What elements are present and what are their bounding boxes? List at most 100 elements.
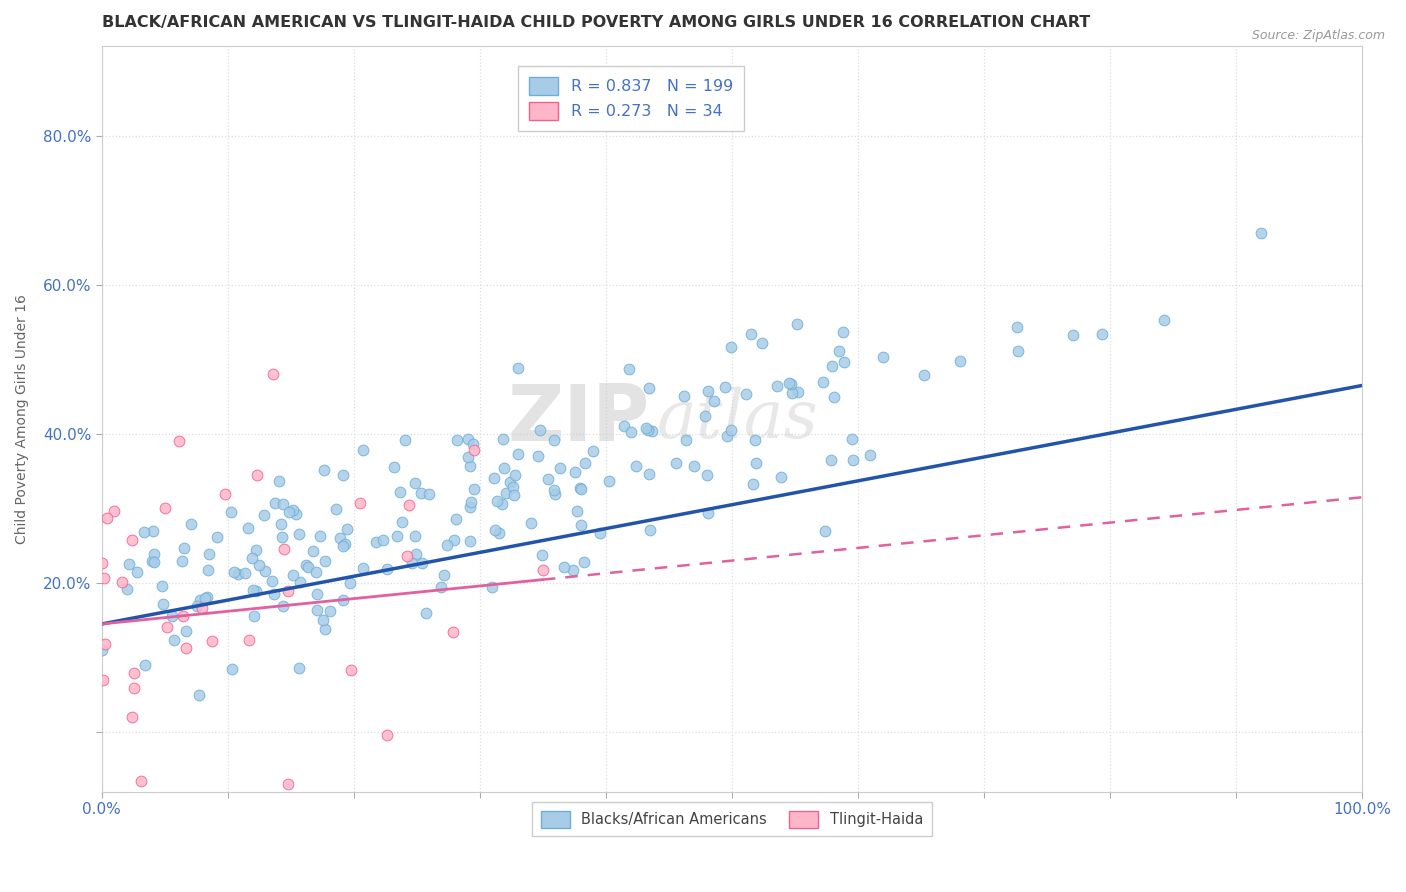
- Point: [491, 497, 513, 511]
- Point: [503, 488, 526, 502]
- Point: [375, 561, 398, 575]
- Point: [569, 517, 592, 532]
- Point: [637, 381, 659, 395]
- Point: [637, 423, 659, 437]
- Point: [340, 663, 363, 677]
- Point: [695, 409, 717, 423]
- Text: ZIP: ZIP: [508, 381, 650, 457]
- Point: [152, 598, 174, 612]
- Point: [281, 503, 304, 517]
- Point: [780, 376, 803, 391]
- Point: [281, 568, 304, 582]
- Point: [1062, 327, 1084, 342]
- Point: [122, 681, 145, 695]
- Point: [460, 495, 482, 509]
- Point: [305, 587, 328, 601]
- Point: [191, 601, 214, 615]
- Point: [332, 539, 354, 553]
- Point: [415, 607, 437, 621]
- Point: [314, 463, 336, 477]
- Point: [548, 461, 571, 475]
- Point: [93, 571, 115, 585]
- Point: [529, 423, 551, 437]
- Point: [872, 350, 894, 364]
- Point: [260, 574, 283, 589]
- Point: [186, 599, 208, 614]
- Point: [405, 547, 427, 561]
- Point: [598, 474, 620, 488]
- Point: [561, 564, 583, 578]
- Point: [318, 604, 340, 618]
- Point: [751, 336, 773, 351]
- Point: [574, 456, 596, 470]
- Point: [129, 774, 152, 789]
- Point: [463, 442, 485, 457]
- Point: [745, 456, 768, 470]
- Point: [703, 394, 725, 409]
- Point: [180, 516, 202, 531]
- Point: [769, 470, 792, 484]
- Point: [441, 624, 464, 639]
- Point: [820, 452, 842, 467]
- Point: [430, 580, 453, 594]
- Point: [720, 423, 742, 437]
- Point: [242, 582, 264, 597]
- Point: [780, 386, 803, 401]
- Point: [224, 565, 246, 579]
- Point: [352, 560, 374, 574]
- Point: [411, 556, 433, 570]
- Point: [569, 482, 592, 496]
- Point: [385, 529, 408, 543]
- Point: [198, 547, 221, 561]
- Point: [503, 467, 526, 482]
- Text: Source: ZipAtlas.com: Source: ZipAtlas.com: [1251, 29, 1385, 42]
- Point: [821, 359, 844, 373]
- Point: [94, 637, 117, 651]
- Point: [543, 483, 565, 497]
- Point: [675, 433, 697, 447]
- Point: [156, 620, 179, 634]
- Point: [827, 343, 849, 358]
- Point: [506, 361, 529, 376]
- Point: [1091, 326, 1114, 341]
- Point: [696, 468, 718, 483]
- Point: [949, 354, 972, 368]
- Point: [371, 533, 394, 548]
- Point: [697, 384, 720, 399]
- Point: [314, 622, 336, 636]
- Point: [832, 325, 855, 339]
- Point: [640, 523, 662, 537]
- Point: [142, 555, 165, 569]
- Point: [246, 467, 269, 482]
- Point: [305, 565, 328, 579]
- Point: [665, 456, 688, 470]
- Point: [778, 376, 800, 390]
- Point: [332, 593, 354, 607]
- Point: [912, 368, 935, 383]
- Point: [349, 496, 371, 510]
- Point: [301, 544, 323, 558]
- Point: [531, 563, 554, 577]
- Point: [297, 559, 319, 574]
- Point: [457, 432, 479, 446]
- Point: [716, 429, 738, 443]
- Point: [683, 459, 706, 474]
- Point: [391, 515, 413, 529]
- Point: [267, 475, 290, 489]
- Point: [103, 504, 125, 518]
- Point: [122, 665, 145, 680]
- Point: [811, 375, 834, 389]
- Point: [245, 584, 267, 599]
- Point: [172, 553, 194, 567]
- Point: [446, 434, 468, 448]
- Point: [640, 424, 662, 438]
- Point: [285, 507, 308, 521]
- Point: [488, 525, 510, 540]
- Point: [121, 710, 143, 724]
- Point: [506, 447, 529, 461]
- Point: [243, 609, 266, 624]
- Text: atlas: atlas: [657, 386, 818, 451]
- Point: [194, 591, 217, 605]
- Point: [118, 557, 141, 571]
- Point: [253, 564, 276, 578]
